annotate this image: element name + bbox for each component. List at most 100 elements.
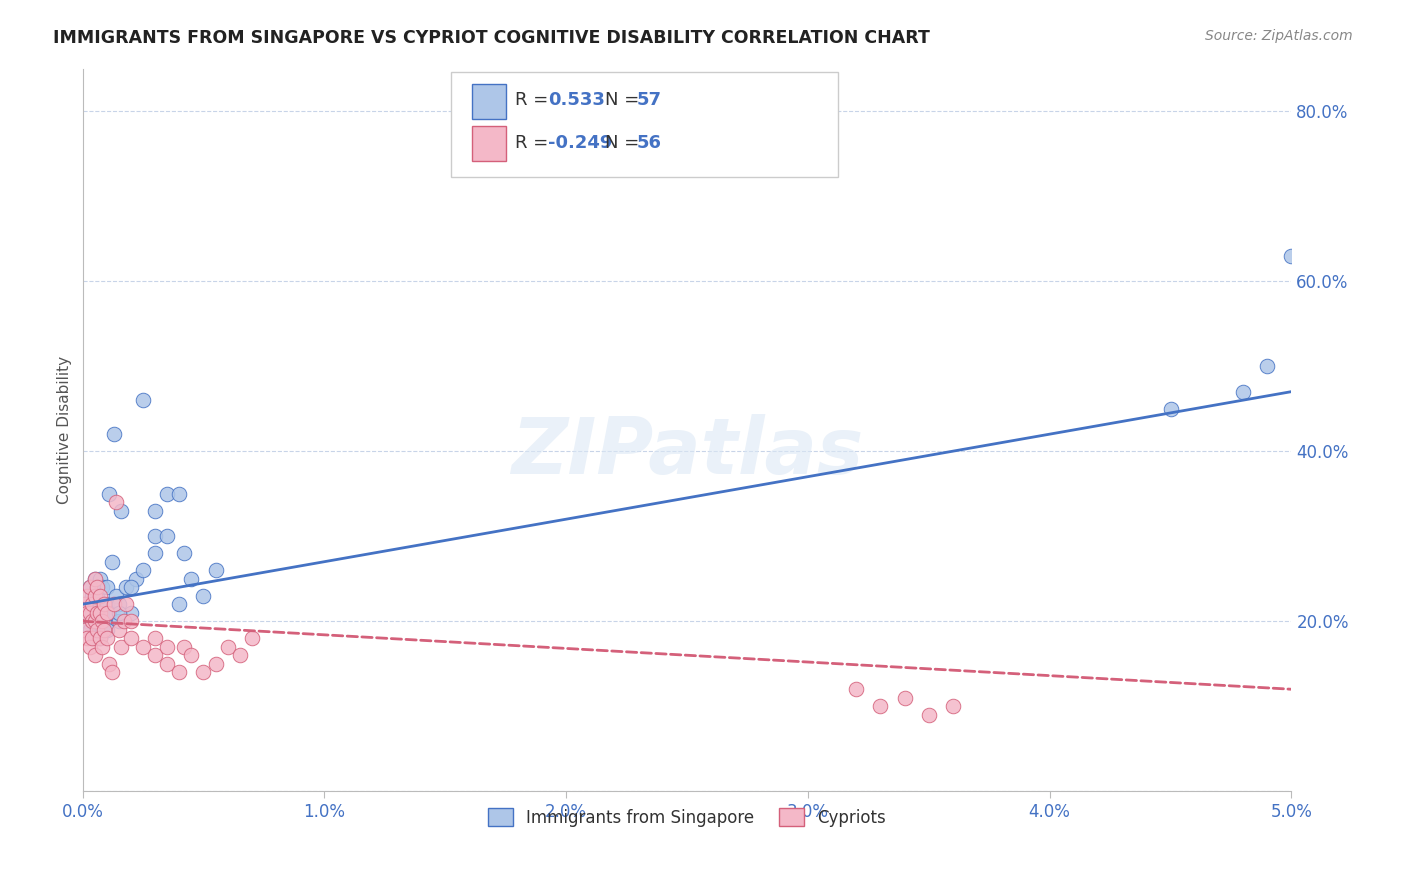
Point — [79, 580, 101, 594]
FancyBboxPatch shape — [451, 72, 838, 177]
Text: N =: N = — [605, 91, 640, 109]
Point — [110, 640, 132, 654]
Point — [115, 597, 138, 611]
Point — [869, 699, 891, 714]
Point — [845, 682, 868, 697]
Point — [103, 427, 125, 442]
Point — [83, 631, 105, 645]
Point — [204, 657, 226, 671]
Point — [893, 690, 915, 705]
Point — [82, 614, 104, 628]
Point — [83, 572, 105, 586]
Point — [918, 707, 941, 722]
Point — [120, 631, 142, 645]
Point — [79, 640, 101, 654]
Point — [100, 555, 122, 569]
Point — [73, 623, 96, 637]
Point — [942, 699, 965, 714]
Point — [86, 614, 108, 628]
Point — [86, 606, 108, 620]
Point — [73, 597, 96, 611]
Point — [1160, 401, 1182, 416]
Text: 57: 57 — [637, 91, 661, 109]
Point — [79, 606, 101, 620]
Point — [229, 648, 252, 663]
Point — [156, 486, 179, 500]
Text: 56: 56 — [637, 134, 661, 152]
Point — [96, 623, 118, 637]
Point — [82, 614, 104, 628]
Point — [240, 631, 263, 645]
Point — [115, 580, 138, 594]
Point — [86, 580, 108, 594]
Point — [83, 648, 105, 663]
Point — [96, 597, 118, 611]
Text: N =: N = — [605, 134, 640, 152]
Point — [76, 589, 98, 603]
Point — [193, 589, 215, 603]
Point — [76, 606, 98, 620]
Point — [83, 589, 105, 603]
Point — [156, 640, 179, 654]
Point — [98, 606, 121, 620]
Point — [96, 580, 118, 594]
Point — [1232, 384, 1254, 399]
Point — [143, 546, 166, 560]
Point — [173, 640, 195, 654]
Point — [143, 529, 166, 543]
Point — [79, 623, 101, 637]
Point — [173, 546, 195, 560]
Point — [143, 631, 166, 645]
Text: R =: R = — [516, 91, 548, 109]
Text: Source: ZipAtlas.com: Source: ZipAtlas.com — [1205, 29, 1353, 43]
Point — [156, 657, 179, 671]
Point — [108, 623, 131, 637]
Point — [108, 606, 131, 620]
Point — [110, 504, 132, 518]
Text: IMMIGRANTS FROM SINGAPORE VS CYPRIOT COGNITIVE DISABILITY CORRELATION CHART: IMMIGRANTS FROM SINGAPORE VS CYPRIOT COG… — [53, 29, 931, 46]
FancyBboxPatch shape — [472, 127, 506, 161]
Point — [103, 597, 125, 611]
Point — [217, 640, 239, 654]
Text: 0.533: 0.533 — [548, 91, 605, 109]
Point — [82, 589, 104, 603]
FancyBboxPatch shape — [472, 85, 506, 120]
Point — [108, 614, 131, 628]
Point — [73, 597, 96, 611]
Point — [79, 580, 101, 594]
Point — [169, 486, 191, 500]
Y-axis label: Cognitive Disability: Cognitive Disability — [58, 356, 72, 504]
Point — [89, 572, 111, 586]
Point — [98, 486, 121, 500]
Point — [91, 614, 114, 628]
Text: -0.249: -0.249 — [548, 134, 613, 152]
Point — [180, 572, 202, 586]
Point — [83, 572, 105, 586]
Point — [89, 597, 111, 611]
Point — [105, 589, 128, 603]
Point — [1256, 359, 1278, 373]
Point — [120, 580, 142, 594]
Point — [1281, 249, 1303, 263]
Point — [86, 623, 108, 637]
Point — [108, 597, 131, 611]
Point — [89, 631, 111, 645]
Point — [193, 665, 215, 680]
Point — [89, 631, 111, 645]
Point — [169, 665, 191, 680]
Point — [82, 597, 104, 611]
Point — [76, 614, 98, 628]
Point — [180, 648, 202, 663]
Point — [143, 648, 166, 663]
Point — [83, 597, 105, 611]
Point — [89, 589, 111, 603]
Point — [91, 580, 114, 594]
Point — [132, 563, 155, 577]
Point — [89, 606, 111, 620]
Point — [132, 640, 155, 654]
Point — [96, 606, 118, 620]
Text: ZIPatlas: ZIPatlas — [510, 414, 863, 490]
Point — [82, 606, 104, 620]
Point — [76, 606, 98, 620]
Point — [93, 597, 115, 611]
